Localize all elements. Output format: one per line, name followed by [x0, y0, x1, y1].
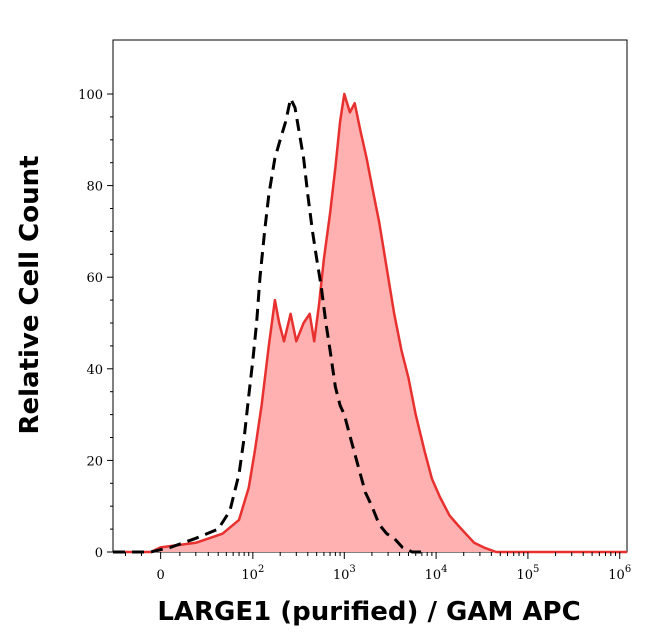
y-tick-label: 20: [86, 454, 103, 469]
y-tick-label: 80: [86, 180, 103, 195]
x-tick-label: 104: [425, 564, 448, 583]
x-tick-label: 103: [333, 564, 356, 583]
y-axis-title: Relative Cell Count: [15, 155, 45, 434]
y-tick-label: 40: [86, 363, 103, 378]
y-tick-label: 60: [86, 271, 103, 286]
y-tick-label: 0: [95, 546, 103, 561]
axes-layer: 0 20 40 60 80 100 0 102 103 104 105 106: [78, 88, 631, 583]
series-0-area: [113, 94, 627, 552]
y-tick-label: 100: [78, 88, 103, 103]
x-tick-label: 106: [608, 564, 631, 583]
x-tick-label: 102: [241, 564, 264, 583]
x-axis-title: LARGE1 (purified) / GAM APC: [157, 597, 580, 627]
x-tick-label: 0: [157, 568, 165, 583]
series-1-dashed-line: [113, 97, 428, 554]
x-tick-label: 105: [516, 564, 539, 583]
series-layer: [113, 92, 627, 554]
series-0-line: [113, 92, 627, 554]
